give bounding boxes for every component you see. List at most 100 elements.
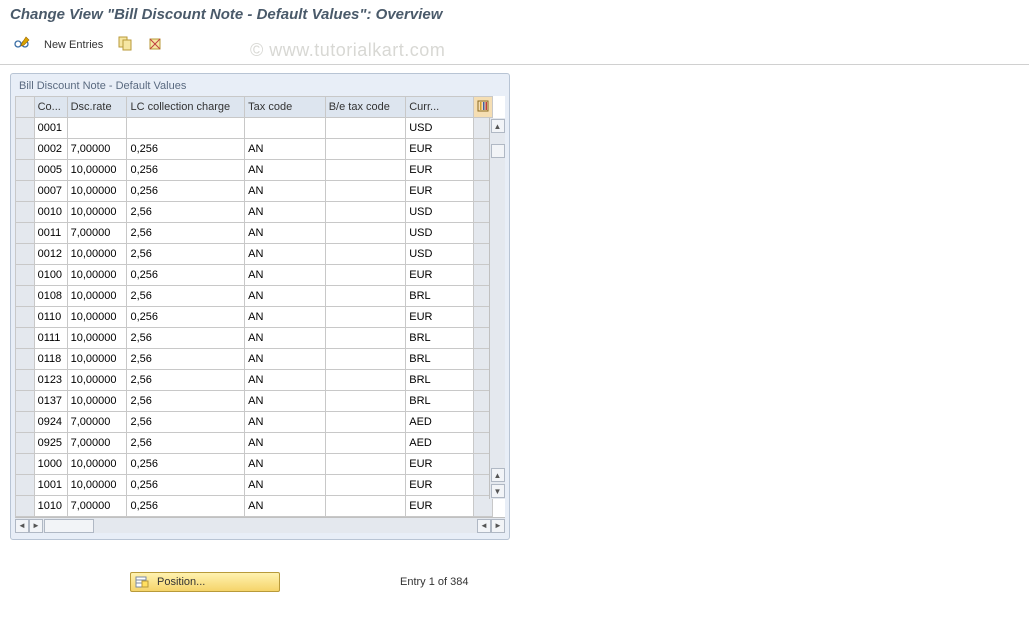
cell-dscrate[interactable]: 7,00000 [67, 139, 127, 160]
cell-tax[interactable]: AN [245, 391, 326, 412]
col-header-lc[interactable]: LC collection charge [127, 97, 245, 118]
new-entries-button[interactable]: New Entries [40, 37, 107, 53]
cell-dscrate[interactable]: 10,00000 [67, 244, 127, 265]
scroll-down-button[interactable]: ▼ [491, 484, 505, 498]
cell-curr[interactable]: USD [406, 118, 474, 139]
select-all-handle[interactable] [16, 97, 35, 118]
cell-co[interactable]: 0925 [34, 433, 67, 454]
table-row[interactable]: 010010,000000,256ANEUR [16, 265, 493, 286]
table-row[interactable]: 011010,000000,256ANEUR [16, 307, 493, 328]
cell-tax[interactable]: AN [245, 244, 326, 265]
cell-curr[interactable]: EUR [406, 496, 474, 517]
cell-dscrate[interactable] [67, 118, 127, 139]
cell-co[interactable]: 0002 [34, 139, 67, 160]
cell-co[interactable]: 0007 [34, 181, 67, 202]
col-header-co[interactable]: Co... [34, 97, 67, 118]
cell-curr[interactable]: AED [406, 412, 474, 433]
col-header-betax[interactable]: B/e tax code [325, 97, 406, 118]
cell-dscrate[interactable]: 10,00000 [67, 454, 127, 475]
cell-curr[interactable]: USD [406, 223, 474, 244]
cell-tax[interactable]: AN [245, 181, 326, 202]
row-select-handle[interactable] [16, 454, 35, 475]
scroll-left-end-button[interactable]: ◄ [477, 519, 491, 533]
cell-tax[interactable]: AN [245, 223, 326, 244]
table-row[interactable]: 000710,000000,256ANEUR [16, 181, 493, 202]
delete-button[interactable] [143, 33, 167, 56]
cell-tax[interactable] [245, 118, 326, 139]
cell-lc[interactable]: 0,256 [127, 181, 245, 202]
row-select-handle[interactable] [16, 118, 35, 139]
cell-betax[interactable] [325, 286, 406, 307]
cell-betax[interactable] [325, 160, 406, 181]
cell-betax[interactable] [325, 265, 406, 286]
cell-dscrate[interactable]: 10,00000 [67, 370, 127, 391]
table-row[interactable]: 0001 USD [16, 118, 493, 139]
cell-lc[interactable]: 0,256 [127, 475, 245, 496]
cell-lc[interactable]: 2,56 [127, 433, 245, 454]
table-row[interactable]: 100010,000000,256ANEUR [16, 454, 493, 475]
cell-tax[interactable]: AN [245, 370, 326, 391]
vertical-scrollbar[interactable]: ▲ ▲ ▼ [489, 118, 505, 499]
table-row[interactable]: 001210,000002,56ANUSD [16, 244, 493, 265]
cell-co[interactable]: 0005 [34, 160, 67, 181]
cell-betax[interactable] [325, 244, 406, 265]
row-select-handle[interactable] [16, 286, 35, 307]
row-select-handle[interactable] [16, 391, 35, 412]
cell-betax[interactable] [325, 412, 406, 433]
cell-tax[interactable]: AN [245, 307, 326, 328]
cell-betax[interactable] [325, 349, 406, 370]
table-row[interactable]: 10107,000000,256ANEUR [16, 496, 493, 517]
col-header-dscrate[interactable]: Dsc.rate [67, 97, 127, 118]
cell-lc[interactable]: 2,56 [127, 244, 245, 265]
cell-lc[interactable]: 2,56 [127, 202, 245, 223]
cell-curr[interactable]: USD [406, 202, 474, 223]
cell-betax[interactable] [325, 370, 406, 391]
cell-dscrate[interactable]: 10,00000 [67, 265, 127, 286]
row-select-handle[interactable] [16, 475, 35, 496]
cell-co[interactable]: 0001 [34, 118, 67, 139]
cell-betax[interactable] [325, 433, 406, 454]
cell-dscrate[interactable]: 10,00000 [67, 307, 127, 328]
cell-lc[interactable]: 0,256 [127, 139, 245, 160]
cell-betax[interactable] [325, 496, 406, 517]
table-settings-button[interactable] [474, 97, 493, 118]
cell-co[interactable]: 1000 [34, 454, 67, 475]
cell-curr[interactable]: EUR [406, 475, 474, 496]
col-header-tax[interactable]: Tax code [245, 97, 326, 118]
scroll-right-button[interactable]: ► [491, 519, 505, 533]
cell-curr[interactable]: USD [406, 244, 474, 265]
cell-curr[interactable]: EUR [406, 265, 474, 286]
cell-dscrate[interactable]: 10,00000 [67, 286, 127, 307]
vscroll-thumb[interactable] [491, 144, 505, 158]
cell-tax[interactable]: AN [245, 265, 326, 286]
cell-dscrate[interactable]: 10,00000 [67, 328, 127, 349]
cell-dscrate[interactable]: 7,00000 [67, 433, 127, 454]
table-row[interactable]: 001010,000002,56ANUSD [16, 202, 493, 223]
row-select-handle[interactable] [16, 307, 35, 328]
cell-curr[interactable]: EUR [406, 160, 474, 181]
cell-tax[interactable]: AN [245, 433, 326, 454]
copy-as-button[interactable] [113, 33, 137, 56]
cell-co[interactable]: 0137 [34, 391, 67, 412]
cell-dscrate[interactable]: 7,00000 [67, 496, 127, 517]
cell-dscrate[interactable]: 10,00000 [67, 349, 127, 370]
cell-lc[interactable]: 0,256 [127, 160, 245, 181]
cell-tax[interactable]: AN [245, 412, 326, 433]
cell-co[interactable]: 0111 [34, 328, 67, 349]
cell-tax[interactable]: AN [245, 160, 326, 181]
cell-tax[interactable]: AN [245, 328, 326, 349]
table-row[interactable]: 000510,000000,256AN EUR [16, 160, 493, 181]
table-row[interactable]: 012310,000002,56ANBRL [16, 370, 493, 391]
row-select-handle[interactable] [16, 265, 35, 286]
cell-tax[interactable]: AN [245, 475, 326, 496]
row-select-handle[interactable] [16, 433, 35, 454]
cell-co[interactable]: 0118 [34, 349, 67, 370]
cell-dscrate[interactable]: 7,00000 [67, 223, 127, 244]
cell-co[interactable]: 0924 [34, 412, 67, 433]
cell-lc[interactable]: 0,256 [127, 265, 245, 286]
cell-curr[interactable]: EUR [406, 307, 474, 328]
cell-dscrate[interactable]: 10,00000 [67, 475, 127, 496]
cell-dscrate[interactable]: 10,00000 [67, 160, 127, 181]
cell-curr[interactable]: BRL [406, 286, 474, 307]
cell-curr[interactable]: EUR [406, 454, 474, 475]
